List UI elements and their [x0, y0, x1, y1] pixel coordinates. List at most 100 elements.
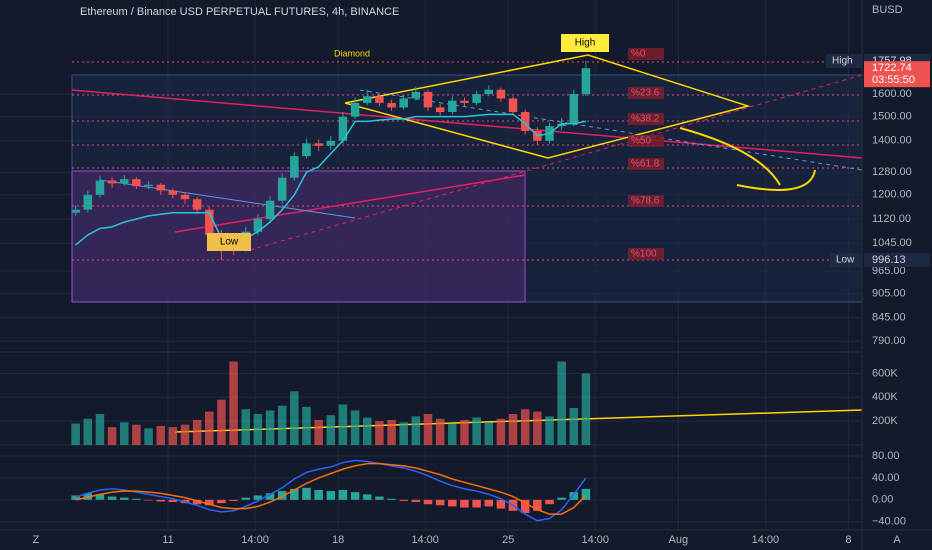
candle-body	[119, 179, 129, 184]
y-tick-label: 1600.00	[872, 88, 912, 100]
y-tick-label: 965.00	[872, 265, 906, 277]
macd-hist	[375, 496, 384, 500]
last-price: 1722.74	[872, 62, 912, 74]
x-tick-label: 8	[845, 534, 851, 546]
volume-bar	[362, 417, 372, 445]
fib-tag	[628, 195, 664, 207]
fib-label: %50	[631, 136, 651, 147]
volume-bar	[132, 424, 141, 445]
candle-body	[375, 96, 384, 103]
macd-hist	[132, 498, 141, 500]
candle-body	[107, 180, 117, 184]
macd-hist	[435, 499, 445, 506]
volume-bar	[156, 425, 165, 445]
candle-body	[192, 199, 202, 210]
candle-body	[557, 123, 566, 127]
fib-label: %38.2	[631, 114, 660, 125]
y-tick-label: 1045.00	[872, 237, 912, 249]
corner-icon: A	[893, 534, 901, 546]
macd-hist	[338, 489, 348, 500]
volume-bar	[399, 422, 408, 445]
volume-bar	[314, 419, 323, 445]
candle-body	[71, 209, 80, 213]
candle-body	[168, 190, 178, 195]
volume-bar	[520, 409, 530, 445]
diamond-label: Diamond	[334, 48, 370, 58]
volume-bar	[290, 391, 299, 445]
candle-body	[435, 107, 445, 113]
macd-hist	[387, 498, 396, 500]
fib-label: %61.8	[631, 159, 660, 170]
volume-bar	[107, 427, 117, 445]
curve-drawing	[736, 169, 816, 191]
macd-hist	[460, 499, 469, 508]
volume-bar	[180, 424, 190, 445]
candle-body	[302, 143, 311, 157]
candle-body	[83, 194, 93, 210]
x-tick-label: 14:00	[581, 534, 609, 546]
fib-label: %100	[631, 249, 657, 260]
volume-bar	[241, 409, 250, 445]
candle-body	[387, 102, 396, 108]
pink-dash	[249, 74, 863, 251]
high-tag-bg	[826, 54, 862, 69]
x-tick-label: 11	[162, 534, 173, 546]
volume-bar	[277, 405, 287, 445]
chart-title: Ethereum / Binance USD PERPETUAL FUTURES…	[80, 6, 399, 18]
y-tick-label: 1120.00	[872, 213, 911, 225]
volume-bar	[350, 410, 360, 445]
candle-body	[460, 100, 469, 103]
y-tick-label: 1280.00	[872, 166, 912, 178]
y-tick-label: −40.00	[872, 516, 906, 528]
candle-body	[132, 179, 141, 187]
candle-body	[399, 98, 408, 108]
macd-hist	[520, 499, 530, 513]
candle-body	[156, 184, 165, 191]
macd-hist	[362, 494, 372, 500]
fib-tag	[628, 158, 664, 170]
volume-bar	[545, 416, 554, 445]
low-tag-label: Low	[836, 255, 855, 266]
fib-label: %78.6	[631, 196, 660, 207]
low-tag-bg	[830, 253, 862, 268]
candle-body	[508, 98, 518, 113]
candle-body	[484, 89, 494, 95]
volume-bar	[460, 419, 469, 445]
volume-bar	[557, 361, 566, 445]
x-tick-label: 18	[332, 534, 344, 546]
volume-bar	[217, 399, 226, 445]
y-tick-label: 1400.00	[872, 135, 912, 147]
low-price: 996.13	[872, 254, 906, 266]
high-tag-label: High	[832, 56, 853, 67]
candle-body	[472, 94, 481, 103]
macd-hist	[411, 499, 421, 503]
macd-hist	[350, 492, 360, 500]
y-tick-label: 400K	[872, 391, 898, 403]
macd-hist	[277, 491, 287, 500]
curve-drawing	[679, 127, 781, 186]
corner-icon: Z	[33, 534, 40, 546]
fib-tag	[628, 113, 664, 125]
candle-body	[180, 194, 190, 200]
volume-bar	[192, 419, 202, 445]
candle-body	[350, 102, 360, 117]
volume-bar	[435, 418, 445, 445]
low-price-bg	[864, 253, 930, 268]
y-tick-label: 1200.00	[872, 189, 912, 201]
fib-label: %0	[631, 49, 646, 60]
y-tick-label: 200K	[872, 415, 898, 427]
macd-line	[75, 459, 587, 522]
fib-tag	[628, 135, 664, 147]
fib-tag	[628, 48, 664, 60]
macd-hist	[217, 499, 226, 504]
candle-body	[95, 180, 105, 195]
volume-bar	[569, 408, 579, 445]
fib-levels	[72, 61, 862, 261]
volume-bar	[168, 427, 178, 445]
candle-body	[423, 91, 433, 108]
y-tick-label: 0.00	[872, 494, 893, 506]
macd-hist	[168, 499, 178, 503]
volume-trend	[174, 409, 863, 433]
volume-bar	[581, 373, 591, 445]
macd-hist	[229, 499, 238, 501]
